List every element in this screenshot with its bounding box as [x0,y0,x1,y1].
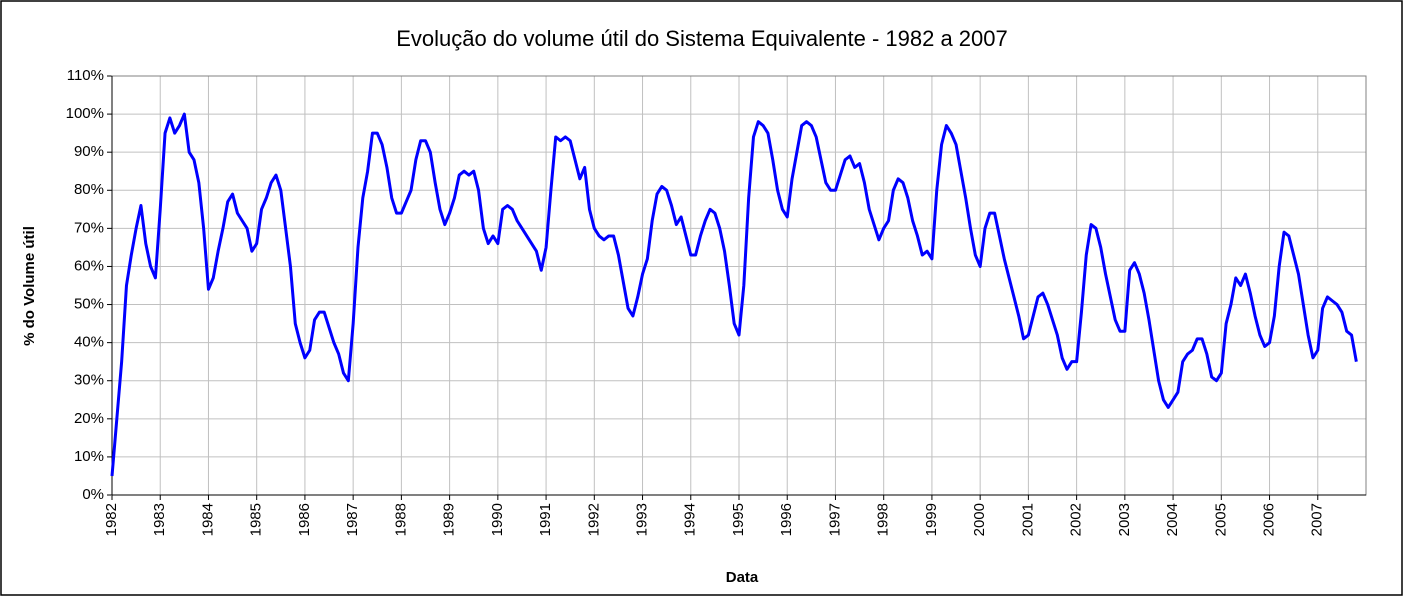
x-tick-label: 2001 [1019,503,1036,536]
data-line [110,112,1358,477]
x-tick-label: 2004 [1164,503,1181,536]
x-tick-label: 1989 [441,503,458,536]
x-tick-label: 1986 [296,503,313,536]
y-tick-label: 100% [66,105,104,122]
x-tick-label: 1998 [875,503,892,536]
y-tick-label: 110% [67,67,104,84]
y-tick-label: 90% [74,143,104,160]
y-tick-label: 0% [82,486,104,503]
y-tick-label: 60% [74,257,104,274]
x-tick-label: 1984 [199,503,216,536]
y-tick-label: 10% [74,448,104,465]
x-axis-label: Data [726,569,759,586]
x-tick-label: 1999 [923,503,940,536]
x-tick-label: 2006 [1261,503,1278,536]
x-tick-label: 1995 [730,503,747,536]
y-tick-label: 70% [74,219,104,236]
x-tick-label: 1990 [489,503,506,536]
y-tick-label: 20% [74,410,104,427]
chart-title: Evolução do volume útil do Sistema Equiv… [396,26,1008,51]
x-tick-label: 2003 [1116,503,1133,536]
y-tick-label: 30% [74,372,104,389]
x-tick-label: 1994 [682,503,699,536]
x-tick-label: 1987 [344,503,361,536]
y-axis-label: % do Volume útil [21,226,38,346]
x-tick-label: 1988 [392,503,409,536]
x-tick-label: 2002 [1068,503,1085,536]
x-tick-label: 2005 [1212,503,1229,536]
y-tick-label: 50% [74,296,104,313]
y-tick-label: 80% [74,181,104,198]
x-tick-label: 2000 [971,503,988,536]
x-tick-label: 1982 [103,503,120,536]
x-tick-label: 1991 [537,503,554,536]
x-tick-label: 1997 [826,503,843,536]
x-tick-label: 1992 [585,503,602,536]
y-tick-label: 40% [74,334,104,351]
x-tick-label: 1993 [634,503,651,536]
x-tick-label: 1983 [151,503,168,536]
x-tick-label: 1996 [778,503,795,536]
x-tick-label: 2007 [1309,503,1326,536]
x-tick-label: 1985 [248,503,265,536]
